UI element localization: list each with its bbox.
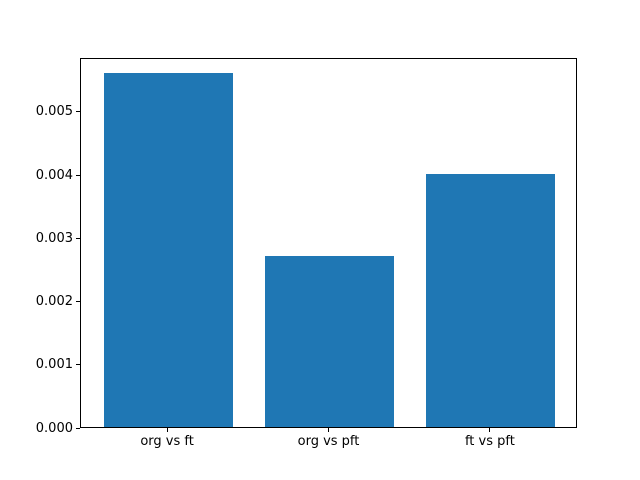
y-tick-label: 0.000 bbox=[35, 420, 73, 436]
y-tick-label: 0.005 bbox=[35, 104, 73, 120]
bar-org-vs-pft bbox=[265, 256, 395, 427]
bar-org-vs-ft bbox=[103, 72, 233, 427]
y-tick-label: 0.003 bbox=[35, 230, 73, 246]
y-axis-tick-mark bbox=[76, 111, 80, 113]
y-axis-tick-mark bbox=[76, 364, 80, 366]
plot-area bbox=[80, 58, 577, 428]
x-tick-label: ft vs pft bbox=[464, 434, 515, 449]
y-axis-tick-mark bbox=[76, 427, 80, 429]
y-tick-label: 0.001 bbox=[35, 357, 73, 373]
x-tick-label: org vs ft bbox=[140, 434, 194, 449]
y-tick-label: 0.004 bbox=[35, 167, 73, 183]
y-axis-tick-mark bbox=[76, 237, 80, 239]
x-tick-label: org vs pft bbox=[297, 434, 360, 449]
x-axis-tick-mark bbox=[489, 428, 491, 432]
y-tick-label: 0.002 bbox=[35, 294, 73, 309]
bar-ft-vs-pft bbox=[426, 174, 556, 427]
x-axis-tick-mark bbox=[328, 428, 329, 432]
y-axis-tick-mark bbox=[76, 301, 80, 302]
y-axis-tick-mark bbox=[76, 174, 80, 176]
x-axis-tick-mark bbox=[166, 428, 168, 432]
